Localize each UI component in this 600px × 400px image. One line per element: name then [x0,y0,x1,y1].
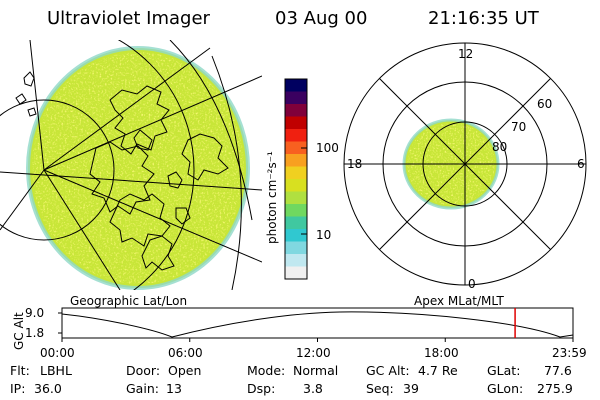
mlt-label-18: 18 [347,157,363,171]
door-value: Open [168,363,202,378]
colorbar-segment [285,104,307,117]
colorbar-segment [285,191,307,205]
colorbar-segment [285,141,307,155]
time-tick-0000: 00:00 [40,346,75,360]
colorbar-segment [285,79,307,92]
time-label: 21:16:35 UT [428,8,539,29]
geographic-caption: Geographic Lat/Lon [70,294,188,308]
polar-mlat-mlt-plot [343,42,587,286]
mlt-label-12: 12 [458,47,474,61]
coastline-map [15,71,229,271]
colorbar-segment [285,91,307,105]
colorbar-segment [285,229,307,242]
polar-grid [343,42,587,286]
latlon-grid [0,40,262,290]
seq-value: 39 [403,381,419,396]
ip-value: 36.0 [34,381,62,396]
altitude-ytick-1-8: 1.8 [25,326,45,340]
dsp-label: Dsp: [247,381,276,396]
instrument-title: Ultraviolet Imager [47,8,210,29]
mlt-label-0: 0 [468,277,476,291]
colorbar-tick-10: 10 [316,228,332,242]
altitude-ylabel: GC Alt [12,312,26,350]
time-tick-1800: 18:00 [424,346,459,360]
colorbar-segment [285,204,307,217]
colorbar-segment [285,129,307,142]
colorbar-tick-100: 100 [316,141,339,155]
ip-label: IP: [10,381,26,396]
door-label: Door: [126,363,161,378]
mlat-label-60: 60 [537,97,553,111]
colorbar-segment [285,179,307,192]
mlat-label-80: 80 [492,140,508,154]
mode-label: Mode: [247,363,286,378]
filter-label: Flt: [10,363,30,378]
altitude-plot [58,307,574,342]
gc-alt-label: GC Alt: [366,363,410,378]
gain-value: 13 [166,381,182,396]
colorbar-segment [285,154,307,167]
glat-value: 77.6 [544,363,572,378]
time-tick-1200: 12:00 [296,346,331,360]
colorbar [284,78,308,280]
colorbar-segment [285,216,307,230]
mode-value: Normal [293,363,339,378]
mlt-label-6: 6 [577,157,585,171]
glon-value: 275.9 [537,381,573,396]
gain-label: Gain: [126,381,159,396]
colorbar-segment [285,241,307,255]
geographic-image [0,40,262,290]
apex-caption: Apex MLat/MLT [414,294,504,308]
time-tick-0600: 06:00 [168,346,203,360]
mlat-label-70: 70 [511,120,527,134]
colorbar-segment [285,166,307,180]
glon-label: GLon: [487,381,524,396]
altitude-ytick-9: 9.0 [25,306,45,320]
date-label: 03 Aug 00 [275,8,368,29]
altitude-trace [61,311,574,338]
colorbar-segment [285,254,307,267]
time-tick-2359: 23:59 [552,346,587,360]
gc-alt-value: 4.7 Re [418,363,458,378]
colorbar-unit-label: photon cm⁻²s⁻¹ [265,151,279,244]
colorbar-segment [285,266,307,280]
seq-label: Seq: [366,381,394,396]
filter-value: LBHL [40,363,72,378]
glat-label: GLat: [487,363,521,378]
colorbar-segment [285,116,307,130]
dsp-value: 3.8 [303,381,323,396]
